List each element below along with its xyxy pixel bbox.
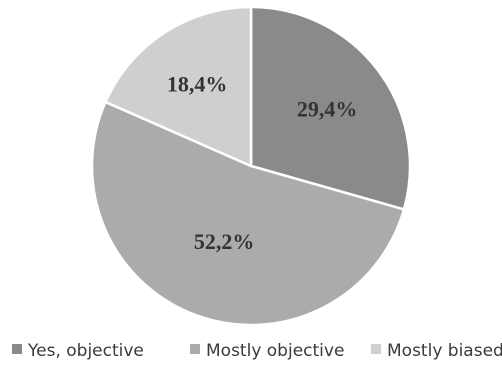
slice-label-2: 52,2% [194,229,255,254]
legend-label-1: Yes, objective [27,341,144,361]
slice-label-1: 29,4% [297,96,358,121]
pie-slice-2 [90,100,406,327]
legend-swatch-1 [12,344,22,354]
legend-swatch-2 [190,344,200,354]
pie-slice-1 [249,5,412,211]
slice-label-3: 18,4% [167,71,228,96]
legend-label-3: Mostly biased [387,341,502,361]
legend: Yes, objective Mostly objective Mostly bia… [12,341,502,361]
pie-slices [90,5,412,327]
pie-slice-3 [104,5,253,168]
legend-label-2: Mostly objective [206,341,344,361]
legend-swatch-3 [371,344,381,354]
slice-labels: 29,4% 52,2% 18,4% [167,71,357,253]
